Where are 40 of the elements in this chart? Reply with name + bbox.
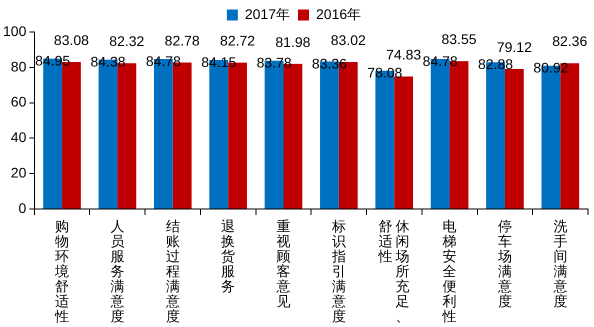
x-tick-label: 结账过程满意度 xyxy=(166,218,180,324)
legend-label: 2016年 xyxy=(316,6,362,22)
x-tick-label: 停车场满意度 xyxy=(498,218,512,309)
data-label: 74.83 xyxy=(386,46,422,62)
data-label: 81.98 xyxy=(275,34,311,50)
data-label: 80.92 xyxy=(533,60,569,76)
bar xyxy=(394,76,414,208)
y-tick-label: 0 xyxy=(18,200,27,216)
data-label: 83.78 xyxy=(256,54,292,71)
data-label: 82.72 xyxy=(220,32,256,48)
data-label: 78.08 xyxy=(367,64,403,81)
data-label: 83.55 xyxy=(441,30,477,47)
data-label: 84.78 xyxy=(146,52,182,69)
bar xyxy=(504,68,524,208)
x-tick-label: 标识指引满意度 xyxy=(332,218,346,324)
data-label: 84.78 xyxy=(422,52,458,69)
x-tick-label: 洗手间满意度 xyxy=(553,218,568,309)
x-tick-label: 电梯安全便利性 xyxy=(442,218,457,324)
data-label: 83.36 xyxy=(312,55,348,72)
x-tick-label: 重视顾客意见 xyxy=(276,218,290,309)
data-label: 84.38 xyxy=(90,54,126,70)
y-tick-label: 60 xyxy=(10,94,27,110)
x-tick-label: 人员服务满意度 xyxy=(110,218,124,324)
data-label: 83.02 xyxy=(330,32,366,48)
y-tick-label: 80 xyxy=(10,58,27,74)
y-tick-label: 40 xyxy=(10,129,27,146)
data-label: 84.95 xyxy=(35,52,70,68)
x-tick-label: 购物环境舒适性 xyxy=(55,218,70,324)
x-tick-label: 退换货服务 xyxy=(221,218,236,294)
data-label: 83.08 xyxy=(54,32,90,48)
data-label: 79.12 xyxy=(496,38,532,55)
y-tick-label: 100 xyxy=(3,22,27,39)
data-label: 82.88 xyxy=(478,56,514,72)
legend-label: 2017年 xyxy=(244,6,290,22)
data-label: 84.15 xyxy=(201,54,236,70)
data-label: 82.32 xyxy=(109,33,145,50)
y-tick-label: 20 xyxy=(10,164,27,180)
data-label: 82.78 xyxy=(164,32,200,48)
data-label: 82.36 xyxy=(552,33,588,50)
category-label: 休闲场所充足、舒适性 xyxy=(378,218,410,324)
